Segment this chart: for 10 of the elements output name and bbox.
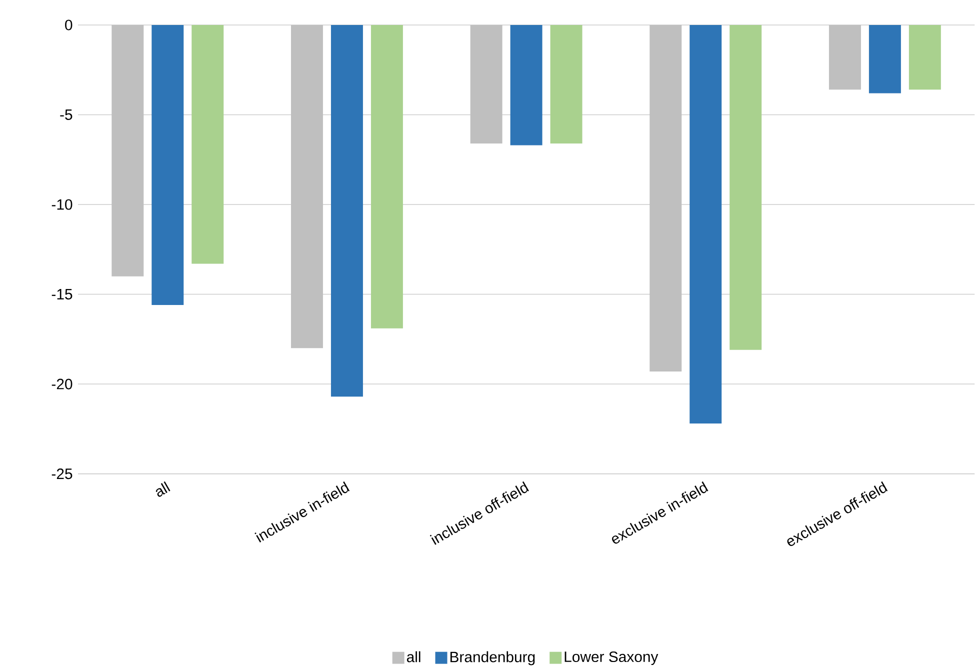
y-tick-label: 0	[65, 20, 72, 30]
legend-label: Brandenburg	[450, 651, 535, 666]
x-tick-label: all	[156, 482, 170, 497]
y-tick-label: -15	[52, 289, 72, 300]
y-tick-label: -10	[52, 199, 72, 210]
y-tick-label: -25	[52, 468, 72, 480]
legend-label: Lower Saxony	[564, 652, 658, 666]
legend-label: all	[406, 651, 420, 662]
y-tick-label: -5	[60, 110, 72, 120]
y-tick-label: -20	[52, 378, 72, 390]
